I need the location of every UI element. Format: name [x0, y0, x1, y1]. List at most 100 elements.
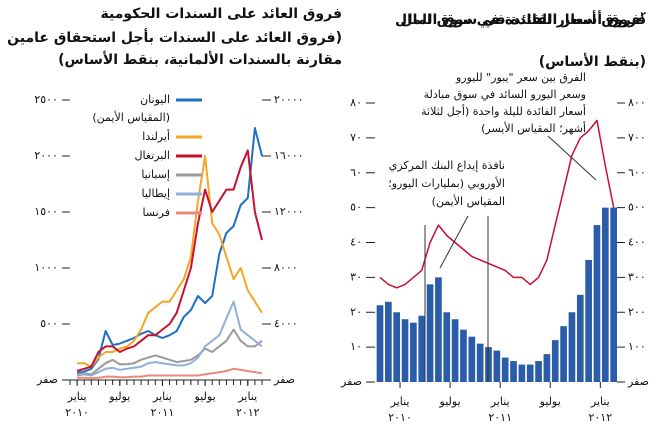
series-line [76, 328, 263, 376]
y-tick-label: ٦٠ [350, 166, 362, 179]
annotation: الفرق بين سعر "يبور" لليورو [455, 71, 586, 84]
annotation: نافذة إيداع البنك المركزي [389, 159, 505, 172]
x-year-label: ٢٠١٠ [65, 406, 89, 419]
y2-tick-label: ١٦٠٠٠ [274, 149, 304, 162]
bar [426, 284, 434, 382]
y-tick-label: صفر [36, 373, 58, 386]
legend-label: البرتغال [134, 149, 170, 162]
y2-tick-label: ٤٠٠٠ [274, 317, 298, 330]
chart-title: فروق العائد على السندات الحكومية [101, 6, 343, 22]
y2-tick-label: ١٢٠٠٠ [274, 205, 304, 218]
series-line [76, 149, 263, 372]
bar [410, 322, 417, 382]
y-tick-label: ٢٠٠٠ [34, 149, 58, 162]
y-tick-label: ٥٠ [350, 201, 362, 214]
y-tick-label: ١٠ [350, 340, 362, 353]
y2-tick-label: ٧٠٠ [628, 131, 646, 144]
leader-line [439, 215, 469, 269]
x-tick-label: يوليو [539, 395, 561, 408]
bar [576, 294, 584, 382]
y2-tick-label: ٥٠٠ [628, 201, 646, 214]
annotation: المقياس الأيمن) [432, 194, 505, 208]
bar [468, 336, 476, 382]
series-line [76, 127, 263, 374]
bar [418, 315, 426, 382]
annotation: الأوروبي (بمليارات اليورو؛ [388, 176, 505, 190]
chart-subtitle: (فروق العائد على السندات بأجل استحقاق عا… [7, 28, 342, 46]
bar [526, 364, 534, 382]
x-year-label: ٢٠١١ [488, 411, 512, 424]
bar [451, 319, 459, 382]
y2-tick-label: ٤٠٠ [628, 236, 646, 249]
annotation: أسعار الفائدة لليلة واحدة (أجل لثلاثة [421, 104, 586, 118]
y-tick-label: ٢٠ [350, 305, 362, 318]
bar [376, 305, 384, 382]
legend-label: إسبانيا [141, 168, 170, 181]
series-line [76, 300, 263, 377]
x-tick-label: يناير [590, 395, 610, 408]
y-tick-label: ٤٠ [350, 236, 362, 249]
bar [585, 259, 592, 382]
y2-tick-label: ٢٠٠٠٠ [274, 93, 304, 106]
y2-tick-label: ٨٠٠٠ [274, 261, 298, 274]
bar [610, 207, 617, 382]
annotation: وسعر اليورو السائد في سوق مبادلة [424, 88, 586, 101]
bar [551, 340, 559, 382]
y-tick-label: ٣٠ [350, 270, 362, 283]
x-tick-label: يناير [390, 395, 410, 408]
y2-tick-label: صفر [273, 373, 295, 386]
y-tick-label: صفر [340, 375, 362, 388]
chart-subtitle: مقارنة بالسندات الألمانية، بنقط الأساس) [58, 51, 342, 68]
x-year-label: ٢٠١١ [151, 406, 175, 419]
x-tick-label: يوليو [194, 390, 216, 403]
y-tick-label: ٧٠ [350, 131, 362, 144]
bar [601, 207, 609, 382]
legend-label: فرنسا [142, 206, 170, 219]
chart-title: ٢فروق أسعار الفائدة في سوق المال [395, 10, 647, 28]
annotation: أشهر؛ المقياس الأيسر) [481, 121, 586, 135]
x-tick-label: يناير [152, 390, 172, 403]
x-tick-label: يوليو [439, 395, 461, 408]
chart-subtitle: (بنقط الأساس) [539, 53, 646, 70]
bar [460, 329, 467, 382]
x-tick-label: يوليو [108, 390, 130, 403]
bar [568, 312, 576, 382]
legend-label: أيرلندا [142, 129, 170, 143]
bar [560, 326, 567, 382]
y2-tick-label: صفر [627, 375, 649, 388]
bar [393, 312, 401, 382]
bar [510, 361, 517, 382]
y-tick-label: ٥٠٠ [40, 317, 58, 330]
title-text: فروق أسعار الفائدة في سوق المال [395, 10, 641, 28]
y2-tick-label: ٣٠٠ [628, 270, 646, 283]
x-tick-label: يناير [490, 395, 510, 408]
bar [385, 301, 392, 382]
series-line [77, 367, 263, 380]
y-tick-label: ٢٥٠٠ [34, 93, 58, 106]
y2-tick-label: ١٠٠ [628, 340, 646, 353]
title-note: ٢ [641, 11, 647, 21]
y-tick-label: ١٥٠٠ [34, 205, 58, 218]
y-tick-label: ٨٠ [350, 96, 362, 109]
bar [401, 319, 409, 382]
bar [593, 225, 601, 382]
y-tick-label: ١٠٠٠ [34, 261, 58, 274]
y2-tick-label: ٢٠٠ [628, 305, 646, 318]
legend-label: اليونان [140, 93, 170, 106]
y2-tick-label: ٨٠٠ [628, 96, 646, 109]
bar [535, 361, 542, 382]
bar [493, 350, 501, 382]
series-line [77, 155, 263, 368]
chart-title: فروق أسعار الفائدة في سوق المال [401, 10, 647, 28]
x-year-label: ٢٠١٠ [388, 411, 412, 424]
x-tick-label: يناير [237, 390, 257, 403]
bar [476, 343, 484, 382]
bar [543, 354, 551, 382]
x-tick-label: يناير [67, 390, 87, 403]
bar [435, 277, 442, 382]
legend-note: (المقياس الأيمن) [92, 110, 170, 124]
series-line [379, 119, 615, 289]
bar [501, 357, 509, 382]
